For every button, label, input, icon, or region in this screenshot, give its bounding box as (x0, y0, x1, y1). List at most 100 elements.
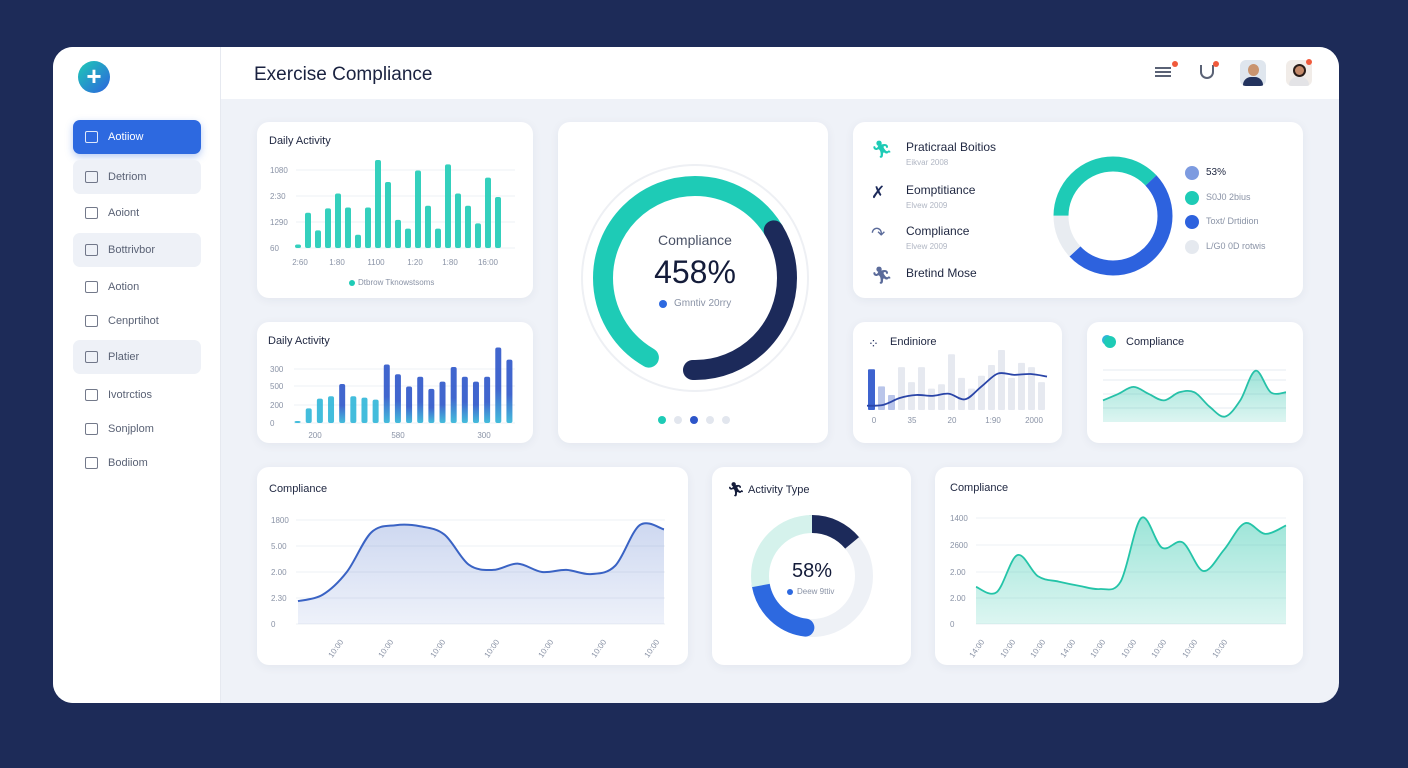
list-item-subtitle: Elvew 2009 (906, 242, 948, 251)
list-item-title[interactable]: Bretind Mose (906, 266, 977, 280)
legend-label: Toxt/ Drtidion (1206, 216, 1259, 226)
bar (495, 347, 502, 423)
list-item-title[interactable]: Compliance (906, 224, 970, 238)
y-tick-label: 1080 (270, 166, 288, 175)
bar (383, 364, 390, 423)
x-tick-label: 2:60 (292, 258, 308, 267)
sidebar-item-aoiont[interactable]: Aoiont (73, 196, 201, 230)
series-line (297, 522, 665, 603)
series-line (866, 372, 1048, 407)
bar (294, 421, 301, 423)
x-tick-label: 1:80 (442, 258, 458, 267)
bar (375, 160, 381, 248)
pager-dot[interactable] (674, 416, 682, 424)
compliance-icon (1104, 336, 1116, 348)
gauge-legend: Gmntiv 20rry (674, 298, 732, 309)
stretch-icon: ↷ (871, 224, 886, 243)
x-tick-label: 1:90 (985, 416, 1001, 425)
donut-segment (593, 176, 797, 380)
donut-segment (593, 176, 797, 380)
legend-label: S0J0 2bius (1206, 191, 1251, 202)
sidebar-item-aotiiow[interactable]: Aotiiow (73, 120, 201, 154)
sidebar-item-aotion[interactable]: Aotion (73, 270, 201, 304)
bar (918, 367, 925, 410)
bar (405, 228, 411, 248)
people-icon (85, 351, 98, 363)
donut-segment (1053, 156, 1173, 276)
sidebar-item-bodiiom[interactable]: Bodiiom (73, 446, 201, 480)
bar (1038, 382, 1045, 410)
bar (475, 223, 481, 248)
area-fill (1103, 370, 1286, 422)
pager-dot[interactable] (722, 416, 730, 424)
sidebar-item-platier[interactable]: Platier (73, 340, 201, 374)
bar (345, 207, 351, 248)
sidebar-item-ivotrctios[interactable]: Ivotrctios (73, 378, 201, 412)
area-fill (976, 517, 1286, 624)
user-icon (85, 281, 98, 293)
donut-segment (751, 515, 873, 637)
sidebar-item-detriom[interactable]: Detriom (73, 160, 201, 194)
bar (455, 193, 461, 248)
sidebar-item-label: Cenprtihot (108, 315, 159, 327)
x-tick-label: 10:00 (377, 637, 396, 659)
sidebar-item-cenprtihot[interactable]: Cenprtihot (73, 304, 201, 338)
legend-dot (1185, 215, 1199, 229)
y-tick-label: 2.00 (950, 594, 966, 603)
bar (485, 177, 491, 248)
stethoscope-icon[interactable] (1200, 65, 1214, 79)
bar (506, 359, 513, 423)
x-tick-label: 580 (391, 431, 405, 440)
menu-list-icon[interactable] (1155, 67, 1171, 77)
bar (335, 193, 341, 248)
sprint-icon: 🏃︎ (871, 266, 893, 285)
sidebar-item-label: Platier (108, 351, 140, 363)
card-title: Daily Activity (268, 335, 330, 347)
bar (394, 374, 401, 423)
activity-legend: Deew 9ttiv (797, 587, 835, 596)
x-tick-label: 10:00 (1120, 637, 1139, 659)
gauge-value: 458% (654, 254, 736, 290)
x-tick-label: 16:00 (478, 258, 499, 267)
bar (968, 388, 975, 410)
sidebar-item-label: Ivotrctios (108, 389, 153, 401)
bar (328, 396, 335, 423)
bar (1018, 362, 1025, 410)
group-icon (85, 207, 98, 219)
y-tick-label: 60 (270, 244, 279, 253)
pager-dot[interactable] (690, 416, 698, 424)
list-item-title[interactable]: Praticraal Boitios (906, 140, 997, 154)
x-tick-label: 200 (308, 431, 322, 440)
bar (495, 196, 501, 248)
legend-dot (787, 589, 793, 595)
bar (439, 381, 446, 423)
list-item-title[interactable]: Eomptitiance (906, 183, 976, 197)
gauge-ring (581, 164, 809, 392)
x-tick-label: 10:00 (327, 637, 346, 659)
x-tick-label: 35 (908, 416, 917, 425)
endurance-icon: ⁘ (868, 336, 879, 351)
bar (988, 365, 995, 410)
sidebar-item-sonjplom[interactable]: Sonjplom (73, 412, 201, 446)
card-title: Endiniore (890, 336, 937, 348)
sidebar-item-bottrivbor[interactable]: Bottrivbor (73, 233, 201, 267)
notification-badge (1213, 61, 1219, 67)
sidebar-item-label: Aoiont (108, 207, 140, 219)
notification-badge (1172, 61, 1178, 67)
pager-dot[interactable] (706, 416, 714, 424)
list-item-subtitle: Eikvar 2008 (906, 158, 949, 167)
bar (325, 208, 331, 248)
sidebar-item-label: Bodiiom (108, 457, 148, 469)
y-tick-label: 0 (950, 620, 955, 629)
bar (385, 182, 391, 248)
legend-dot (659, 300, 667, 308)
header (221, 47, 1339, 99)
y-tick-label: 2.30 (271, 594, 287, 603)
bar (435, 228, 441, 248)
avatar[interactable] (1240, 60, 1266, 86)
donut-segment (1053, 156, 1173, 276)
logo-icon[interactable]: + (78, 61, 110, 93)
y-tick-label: 0 (271, 620, 276, 629)
sidebar-item-label: Aotion (108, 281, 140, 293)
pager-dot[interactable] (658, 416, 666, 424)
